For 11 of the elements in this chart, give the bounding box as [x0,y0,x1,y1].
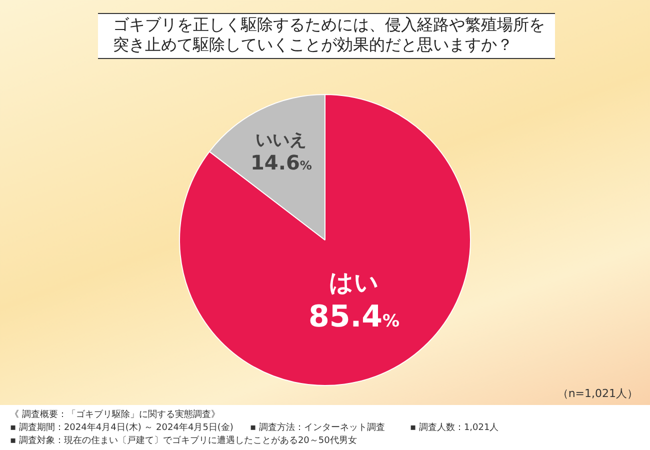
slice-label: はい [328,268,379,297]
chart-title: ゴキブリを正しく駆除するためには、侵入経路や繁殖場所を突き止めて駆除していくことが効果的だと思いますか？ [98,13,555,59]
text: ▪ 調査方法：インターネット調査 [250,422,385,434]
text: ▪ 調査対象：現在の住まい〔戸建て〕でゴキブリに遭遇したことがある20～50代男女 [10,434,357,447]
data-label: 85.4% [308,300,400,335]
text: （n=1,021人） [557,386,638,401]
slice-label: いいえ [256,130,307,150]
text: ▪ 調査人数：1,021人 [410,422,499,434]
text: ▪ 調査期間：2024年4月4日(木) ～ 2024年4月5日(金) [10,422,234,434]
data-label: 14.6% [250,150,312,174]
text: 《 調査概要：「ゴキブリ駆除」に関する実態調査》 [10,408,220,421]
